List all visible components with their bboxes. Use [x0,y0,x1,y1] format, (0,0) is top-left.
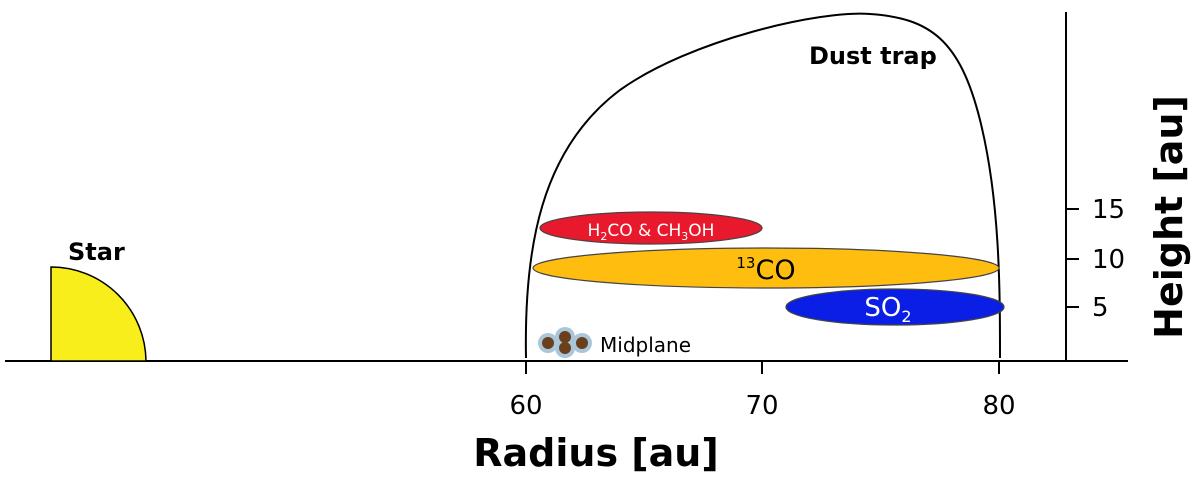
grain [559,342,571,354]
13co-region [532,247,1000,289]
h2co-sub-2: 2 [600,230,607,243]
x-tick-label: 60 [509,391,542,421]
y-tick-label: 10 [1092,245,1125,275]
x-axis-ticks: 60 70 80 [509,361,1016,421]
so2-subscript: 2 [901,307,911,326]
dust-trap-label: Dust trap [809,42,937,70]
h2co-ch3oh-region [539,211,763,245]
h2co-part-1: H [588,221,601,241]
13co-label: 13CO [736,254,795,286]
grain [559,331,571,343]
star-label: Star [68,238,125,266]
h2co-ch3oh-label: H2CO & CH3OH [588,221,715,243]
grain [576,337,588,349]
y-axis-title: Height [au] [1147,95,1191,339]
13co-text: CO [755,255,795,286]
x-tick-label: 70 [745,391,778,421]
star-shape [50,266,147,362]
h2co-part-3: CO & CH [607,221,681,241]
so2-region [785,288,1005,326]
y-axis-ticks: 5 10 15 [1066,195,1125,323]
so2-label: SO2 [864,293,911,326]
13co-superscript: 13 [736,254,755,272]
x-axis-title: Radius [au] [473,431,718,475]
y-tick-label: 15 [1092,195,1125,225]
midplane-grains [538,327,592,358]
so2-text: SO [864,293,901,323]
dust-trap-outline [524,12,1001,359]
grain [542,337,554,349]
midplane-label: Midplane [600,333,691,357]
x-tick-label: 80 [982,391,1015,421]
ch3oh-part-5: OH [688,221,714,241]
y-tick-label: 5 [1092,293,1109,323]
ch3oh-sub-3: 3 [681,230,688,243]
